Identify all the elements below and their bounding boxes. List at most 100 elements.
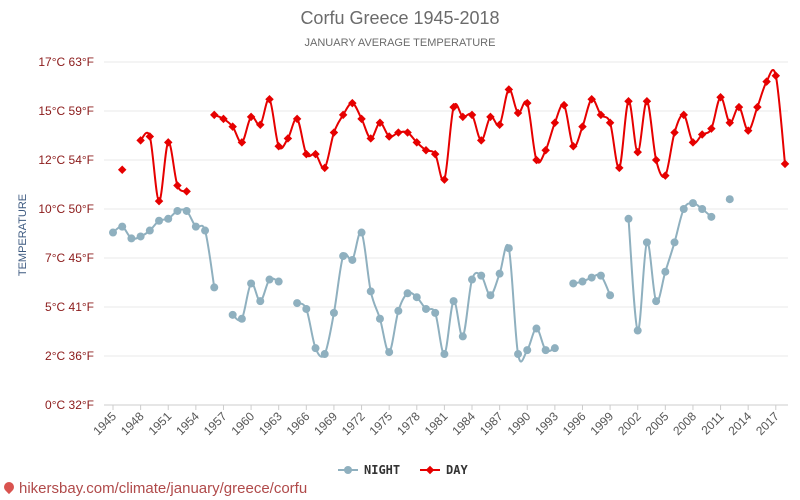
point-day[interactable]	[642, 96, 652, 106]
point-night[interactable]	[145, 226, 154, 235]
point-day[interactable]	[338, 110, 348, 120]
point-day[interactable]	[467, 110, 477, 120]
point-day[interactable]	[476, 136, 486, 145]
legend[interactable]: NIGHT DAY	[338, 463, 468, 477]
point-night[interactable]	[136, 232, 145, 241]
point-night[interactable]	[191, 222, 200, 231]
point-night[interactable]	[578, 277, 587, 286]
legend-item-day[interactable]: DAY	[420, 463, 468, 477]
point-day[interactable]	[651, 155, 661, 165]
point-night[interactable]	[477, 271, 486, 280]
point-night[interactable]	[606, 291, 615, 300]
point-night[interactable]	[127, 234, 136, 243]
point-night[interactable]	[633, 326, 642, 335]
point-night[interactable]	[375, 314, 384, 323]
point-day[interactable]	[440, 175, 449, 184]
legend-item-night[interactable]: NIGHT	[338, 463, 400, 477]
point-day[interactable]	[219, 114, 228, 124]
point-night[interactable]	[164, 214, 173, 223]
point-night[interactable]	[550, 344, 559, 353]
point-day[interactable]	[633, 147, 642, 157]
point-night[interactable]	[385, 348, 394, 357]
point-night[interactable]	[449, 297, 458, 306]
point-day[interactable]	[117, 165, 127, 175]
point-night[interactable]	[698, 205, 707, 213]
point-day[interactable]	[578, 122, 587, 131]
point-day[interactable]	[357, 114, 366, 124]
point-night[interactable]	[109, 228, 117, 237]
point-night[interactable]	[329, 308, 338, 317]
point-day[interactable]	[163, 138, 173, 147]
point-day[interactable]	[311, 149, 320, 159]
point-night[interactable]	[624, 214, 633, 223]
point-day[interactable]	[210, 110, 219, 120]
point-day[interactable]	[394, 128, 403, 137]
point-night[interactable]	[688, 199, 697, 208]
point-night[interactable]	[320, 350, 329, 359]
point-day[interactable]	[458, 112, 468, 122]
watermark[interactable]: hikersbay.com/climate/january/greece/cor…	[1, 479, 307, 497]
point-day[interactable]	[771, 71, 781, 80]
point-day[interactable]	[523, 98, 532, 108]
point-day[interactable]	[495, 120, 504, 129]
point-night[interactable]	[237, 314, 246, 323]
point-night[interactable]	[541, 346, 550, 355]
point-night[interactable]	[210, 283, 219, 292]
point-night[interactable]	[504, 244, 513, 253]
point-night[interactable]	[532, 324, 541, 333]
point-day[interactable]	[412, 138, 422, 147]
point-night[interactable]	[256, 297, 265, 306]
point-night[interactable]	[440, 350, 449, 359]
point-day[interactable]	[624, 96, 633, 106]
point-night[interactable]	[670, 238, 679, 247]
point-day[interactable]	[283, 134, 293, 143]
point-night[interactable]	[587, 273, 596, 282]
point-night[interactable]	[652, 297, 661, 306]
point-day[interactable]	[375, 118, 385, 128]
point-night[interactable]	[486, 291, 495, 300]
point-day[interactable]	[136, 136, 145, 145]
point-night[interactable]	[679, 205, 688, 213]
point-night[interactable]	[403, 289, 412, 298]
point-day[interactable]	[329, 128, 339, 137]
point-night[interactable]	[569, 279, 578, 288]
point-night[interactable]	[394, 306, 403, 315]
point-day[interactable]	[780, 159, 790, 169]
point-day[interactable]	[605, 118, 615, 128]
point-day[interactable]	[403, 128, 412, 137]
point-night[interactable]	[182, 206, 191, 215]
point-day[interactable]	[486, 112, 495, 122]
point-night[interactable]	[431, 308, 440, 317]
point-day[interactable]	[154, 196, 164, 206]
point-day[interactable]	[302, 149, 311, 159]
point-day[interactable]	[541, 145, 550, 155]
point-night[interactable]	[265, 275, 274, 284]
point-night[interactable]	[293, 299, 302, 308]
point-night[interactable]	[514, 350, 523, 359]
point-night[interactable]	[495, 269, 504, 278]
point-night[interactable]	[357, 228, 366, 237]
point-day[interactable]	[550, 118, 560, 128]
point-day[interactable]	[274, 142, 283, 151]
point-day[interactable]	[246, 112, 256, 122]
point-night[interactable]	[642, 238, 651, 247]
point-day[interactable]	[265, 94, 274, 104]
point-night[interactable]	[247, 279, 256, 288]
point-night[interactable]	[348, 255, 357, 264]
point-night[interactable]	[366, 287, 375, 296]
point-night[interactable]	[155, 216, 164, 225]
point-night[interactable]	[661, 267, 670, 276]
point-night[interactable]	[228, 310, 237, 319]
point-day[interactable]	[366, 134, 375, 143]
point-night[interactable]	[523, 346, 532, 355]
point-night[interactable]	[173, 206, 182, 215]
point-day[interactable]	[348, 98, 357, 108]
point-day[interactable]	[237, 138, 247, 147]
point-day[interactable]	[430, 149, 440, 159]
point-night[interactable]	[118, 222, 127, 231]
point-day[interactable]	[173, 181, 182, 190]
point-night[interactable]	[468, 275, 477, 284]
point-day[interactable]	[762, 77, 771, 86]
point-day[interactable]	[670, 128, 679, 137]
point-day[interactable]	[421, 145, 431, 155]
